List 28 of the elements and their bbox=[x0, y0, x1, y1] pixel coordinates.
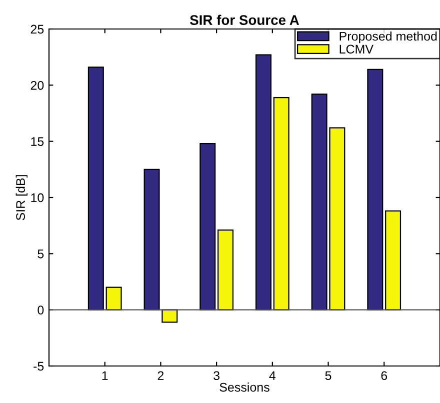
x-tick-label: 4 bbox=[269, 371, 276, 380]
bar bbox=[385, 210, 402, 310]
x-tick-label: 1 bbox=[102, 371, 108, 380]
y-tick-label: 20 bbox=[30, 80, 44, 90]
y-tick-label: 0 bbox=[38, 306, 44, 314]
y-axis-title: SIR [dB] bbox=[16, 175, 28, 220]
legend-label: Proposed method bbox=[340, 32, 437, 44]
bar bbox=[255, 54, 272, 310]
bar bbox=[88, 66, 104, 310]
bar bbox=[273, 96, 290, 310]
bar bbox=[217, 230, 234, 310]
x-tick-label: 6 bbox=[381, 371, 388, 380]
x-tick-label: 3 bbox=[214, 371, 220, 380]
y-tick-label: 10 bbox=[31, 193, 44, 202]
bar bbox=[162, 309, 178, 323]
y-tick-label: -5 bbox=[34, 362, 44, 371]
bar bbox=[367, 68, 384, 310]
y-tick-label: 25 bbox=[30, 24, 44, 34]
chart-title: SIR for Source A bbox=[190, 14, 300, 25]
y-tick-label: 15 bbox=[31, 137, 44, 146]
x-axis-title: Sessions bbox=[220, 382, 270, 392]
bar bbox=[106, 286, 122, 310]
bar bbox=[200, 143, 216, 310]
legend-label: LCMV bbox=[340, 44, 374, 54]
y-tick-label: 5 bbox=[38, 250, 44, 258]
x-tick-label: 5 bbox=[325, 371, 332, 380]
bar bbox=[144, 168, 160, 310]
x-tick-label: 2 bbox=[158, 371, 164, 380]
